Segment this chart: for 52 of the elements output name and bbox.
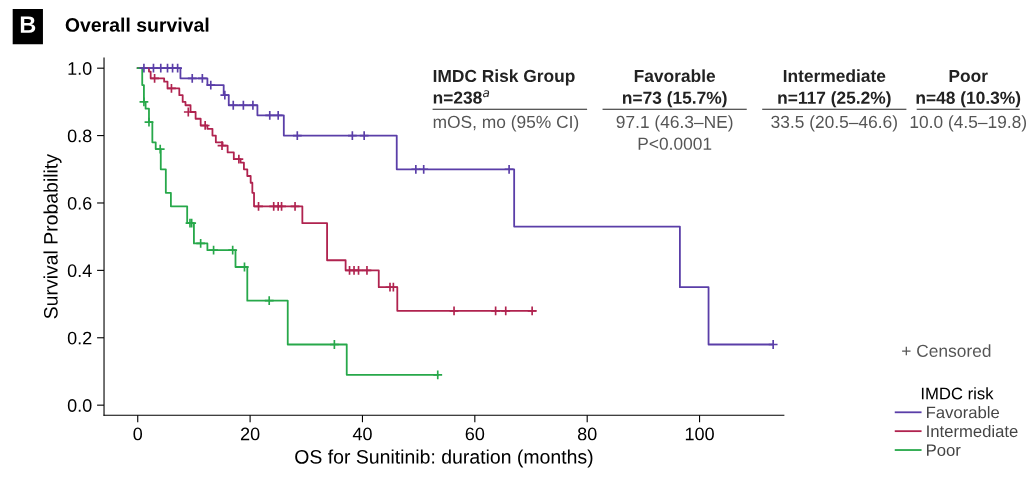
point (138, 96, 150, 108)
point (247, 100, 259, 111)
point (503, 164, 515, 175)
annotation: 33.5 (20.5–46.6) (771, 115, 897, 132)
x-tick-label: 0 (133, 427, 143, 441)
point (448, 305, 460, 317)
x-axis-title: OS for Sunitinib: duration (months) (295, 449, 593, 468)
annotation: 97.1 (46.3–NE) (616, 115, 733, 132)
y-tick-label: 0.4 (67, 264, 92, 278)
point (216, 140, 228, 151)
text: B (20, 16, 36, 33)
y-tick-label: 1.0 (68, 62, 92, 75)
y-tick-label: 0.8 (67, 129, 92, 143)
point (219, 89, 231, 101)
text: + Censored (902, 344, 991, 358)
text: Poor (949, 69, 988, 83)
legend-label: Poor (927, 444, 961, 457)
legend-label: Favorable (927, 406, 1000, 419)
annotation: n=73 (15.7%) (622, 91, 727, 108)
point (526, 305, 538, 317)
text: 10.0 (4.5–19.8) (910, 115, 1027, 132)
x-tick-label: 60 (465, 427, 485, 441)
point (227, 244, 238, 256)
x-tick-label: 40 (352, 427, 372, 441)
annotation: n=238$^{a}$ (433, 90, 490, 104)
annotation: IMDC Risk Group (433, 69, 575, 86)
y-tick-label: 0.6 (67, 196, 92, 210)
annotation: n=117 (25.2%) (778, 91, 891, 108)
point (432, 369, 443, 381)
annotation: mOS, mo (95% CI) (433, 115, 579, 132)
point (228, 100, 239, 111)
point (143, 116, 155, 128)
point (233, 153, 245, 165)
y-axis-title: Survival Probability (43, 154, 62, 319)
point (187, 73, 198, 84)
point (500, 305, 511, 317)
point (418, 164, 429, 175)
annotation: P<0.0001 (638, 137, 712, 150)
x-tick-label: 20 (240, 427, 260, 441)
point (263, 295, 275, 306)
text: n=48 (10.3%) (916, 91, 1021, 108)
legend-label: Intermediate (927, 424, 1018, 438)
y-tick-label: 0.2 (67, 331, 92, 345)
x-tick-label: 80 (577, 427, 597, 441)
point (410, 164, 422, 175)
y-tick-label: 0.0 (67, 399, 92, 412)
annotation: Favorable (634, 69, 716, 83)
legend-title: IMDC risk (921, 387, 994, 400)
chart-title: Overall survival (65, 17, 209, 32)
x-tick-label: 100 (685, 427, 714, 441)
point (205, 79, 217, 91)
text: Intermediate (783, 69, 886, 83)
